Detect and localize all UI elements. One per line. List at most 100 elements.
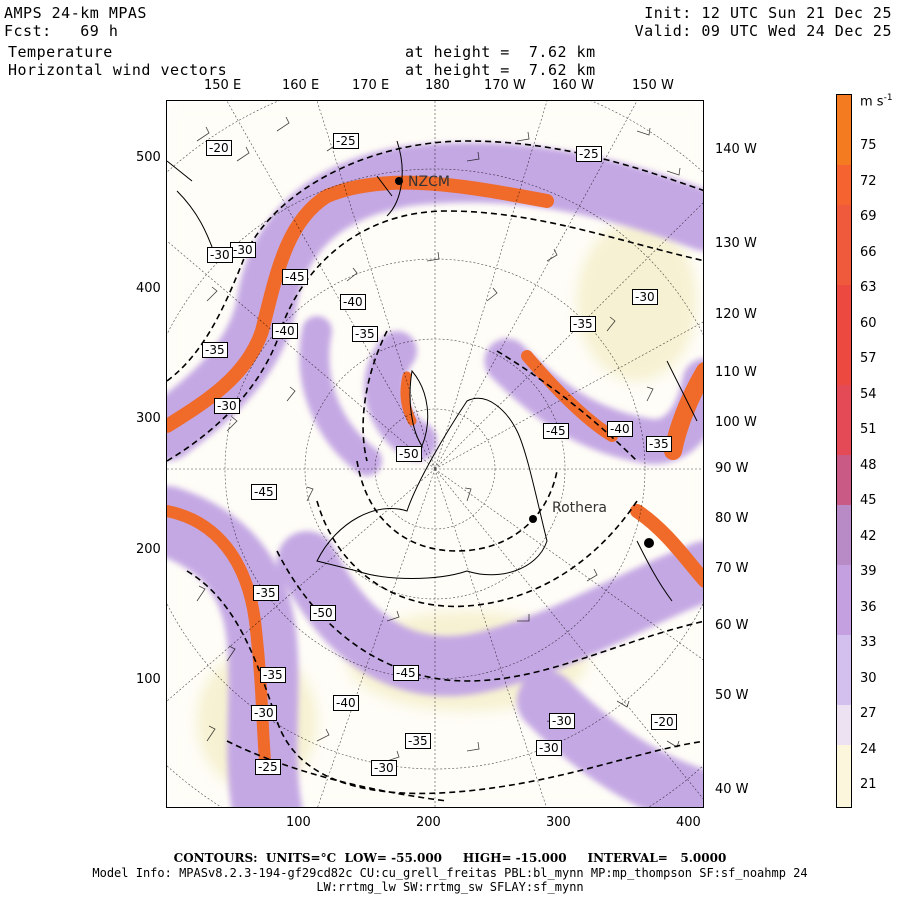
contour-info: CONTOURS: UNITS=°C LOW= -55.000 HIGH= -1… bbox=[173, 851, 727, 865]
colorbar-label: 33 bbox=[860, 635, 877, 650]
contour-label: -20 bbox=[206, 140, 232, 156]
contour-label: -30 bbox=[536, 740, 562, 756]
lon-right: 80 W bbox=[715, 511, 749, 526]
colorbar-segment bbox=[837, 385, 851, 455]
contour-label: -45 bbox=[543, 423, 569, 439]
model-title: AMPS 24-km MPAS bbox=[4, 4, 147, 22]
field-wind: Horizontal wind vectors bbox=[8, 61, 228, 79]
y-tick: 300 bbox=[136, 411, 161, 426]
contour-label: -35 bbox=[405, 733, 431, 749]
lon-top: 160 W bbox=[552, 78, 594, 93]
map-plot bbox=[166, 100, 704, 808]
colorbar-segment bbox=[837, 95, 851, 165]
colorbar-label: 54 bbox=[860, 387, 877, 402]
model-info: Model Info: MPASv8.2.3-194-gf29cd82c CU:… bbox=[92, 866, 808, 880]
x-tick: 300 bbox=[546, 815, 571, 830]
colorbar-label: 42 bbox=[860, 529, 877, 544]
contour-label: -30 bbox=[251, 705, 277, 721]
colorbar-label: 60 bbox=[860, 316, 877, 331]
latlon-grid bbox=[167, 101, 703, 807]
x-tick: 400 bbox=[676, 815, 701, 830]
colorbar-segment bbox=[837, 565, 851, 635]
lon-top: 170 E bbox=[352, 78, 390, 93]
station-label-rothera: Rothera bbox=[552, 500, 607, 516]
lon-right: 130 W bbox=[715, 236, 757, 251]
lon-right: 140 W bbox=[715, 142, 757, 157]
colorbar-label: 75 bbox=[860, 138, 877, 153]
colorbar bbox=[836, 94, 852, 808]
lon-top: 170 W bbox=[484, 78, 526, 93]
contour-label: -35 bbox=[646, 436, 672, 452]
colorbar-segment bbox=[837, 165, 851, 205]
colorbar-label: 66 bbox=[860, 245, 877, 260]
height-label-1: at height = 7.62 km bbox=[405, 43, 596, 61]
station-label-nzcm: NZCM bbox=[408, 174, 450, 190]
valid-time: Valid: 09 UTC Wed 24 Dec 25 bbox=[634, 22, 892, 40]
contour-label: -45 bbox=[282, 269, 308, 285]
contour-label: -40 bbox=[607, 421, 633, 437]
station-marker bbox=[644, 538, 654, 548]
contour-label: -20 bbox=[651, 714, 677, 730]
x-tick: 100 bbox=[286, 815, 311, 830]
colorbar-label: 69 bbox=[860, 209, 877, 224]
contour-label: -30 bbox=[632, 289, 658, 305]
contour-label: -30 bbox=[549, 713, 575, 729]
colorbar-label: 63 bbox=[860, 280, 877, 295]
lon-right: 50 W bbox=[715, 688, 749, 703]
colorbar-unit: m s-1 bbox=[860, 93, 893, 109]
contour-label: -45 bbox=[393, 665, 419, 681]
lon-right: 70 W bbox=[715, 561, 749, 576]
lon-top: 160 E bbox=[282, 78, 320, 93]
colorbar-label: 24 bbox=[860, 742, 877, 757]
contour-label: -35 bbox=[202, 342, 228, 358]
map-svg bbox=[167, 101, 703, 807]
colorbar-label: 39 bbox=[860, 564, 877, 579]
colorbar-segment bbox=[837, 205, 851, 285]
contour-label: -25 bbox=[333, 133, 359, 149]
wind-barbs bbox=[196, 116, 681, 762]
rothera-marker bbox=[529, 515, 537, 523]
y-tick: 400 bbox=[136, 281, 161, 296]
contour-label: -35 bbox=[352, 326, 378, 342]
lon-top: 150 E bbox=[204, 78, 242, 93]
contour-label: -25 bbox=[255, 759, 281, 775]
nzcm-marker bbox=[395, 177, 403, 185]
contour-label: -35 bbox=[260, 667, 286, 683]
colorbar-label: 72 bbox=[860, 174, 877, 189]
contour-label: -30 bbox=[371, 760, 397, 776]
lon-right: 60 W bbox=[715, 618, 749, 633]
lon-right: 120 W bbox=[715, 307, 757, 322]
colorbar-label: 36 bbox=[860, 600, 877, 615]
colorbar-segment bbox=[837, 285, 851, 385]
colorbar-segment bbox=[837, 635, 851, 705]
lon-top: 180 bbox=[425, 78, 450, 93]
contour-label: -40 bbox=[272, 323, 298, 339]
colorbar-label: 21 bbox=[860, 777, 877, 792]
y-tick: 500 bbox=[136, 150, 161, 165]
contour-label: -30 bbox=[207, 247, 233, 263]
lon-right: 100 W bbox=[715, 415, 757, 430]
contour-label: -50 bbox=[396, 446, 422, 462]
y-tick: 200 bbox=[136, 542, 161, 557]
init-time: Init: 12 UTC Sun 21 Dec 25 bbox=[644, 4, 892, 22]
colorbar-label: 30 bbox=[860, 671, 877, 686]
colorbar-label: 48 bbox=[860, 458, 877, 473]
contour-label: -35 bbox=[253, 585, 279, 601]
forecast-hour: Fcst: 69 h bbox=[4, 22, 119, 40]
colorbar-label: 45 bbox=[860, 493, 877, 508]
contour-label: -30 bbox=[230, 242, 256, 258]
colorbar-segment bbox=[837, 705, 851, 745]
colorbar-unit-exp: -1 bbox=[883, 93, 893, 103]
lon-right: 40 W bbox=[715, 782, 749, 797]
colorbar-label: 27 bbox=[860, 706, 877, 721]
model-info-2: LW:rrtmg_lw SW:rrtmg_sw SFLAY:sf_mynn bbox=[316, 880, 584, 894]
contour-label: -50 bbox=[310, 605, 336, 621]
colorbar-unit-text: m s bbox=[860, 94, 884, 110]
lon-top: 150 W bbox=[632, 78, 674, 93]
lon-right: 90 W bbox=[715, 461, 749, 476]
field-temperature: Temperature bbox=[8, 43, 113, 61]
colorbar-segment bbox=[837, 505, 851, 565]
contour-label: -25 bbox=[576, 146, 602, 162]
contour-label: -40 bbox=[333, 695, 359, 711]
colorbar-segment bbox=[837, 455, 851, 505]
